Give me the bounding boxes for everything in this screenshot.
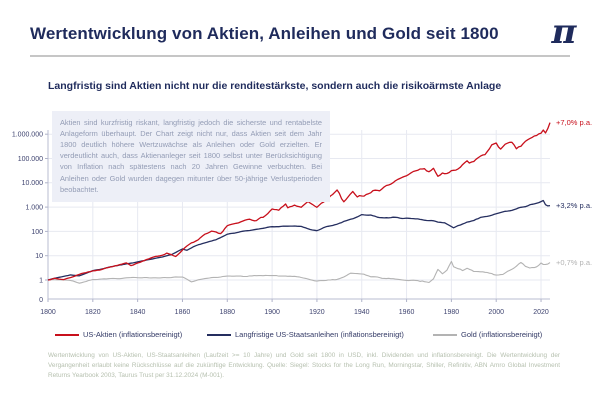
svg-text:2020: 2020 <box>533 309 549 316</box>
svg-text:1840: 1840 <box>130 309 146 316</box>
svg-text:0: 0 <box>39 297 43 304</box>
pi-logo-icon: π <box>551 12 577 52</box>
legend-item-stocks: US-Aktien (inflationsbereinigt) <box>55 330 182 339</box>
page-title: Wertentwicklung von Aktien, Anleihen und… <box>30 24 499 43</box>
legend-label-gold: Gold (inflationsbereinigt) <box>461 330 543 339</box>
svg-text:1960: 1960 <box>399 309 415 316</box>
svg-text:1940: 1940 <box>354 309 370 316</box>
bonds-line-swatch <box>207 333 231 336</box>
svg-text:1820: 1820 <box>85 309 101 316</box>
svg-text:1800: 1800 <box>40 309 56 316</box>
svg-text:1980: 1980 <box>444 309 460 316</box>
svg-text:+0,7% p.a.: +0,7% p.a. <box>556 258 592 267</box>
legend-label-stocks: US-Aktien (inflationsbereinigt) <box>83 330 183 339</box>
stocks-line-swatch <box>55 333 79 336</box>
svg-text:1860: 1860 <box>175 309 191 316</box>
svg-text:10.000: 10.000 <box>22 180 44 187</box>
svg-text:+3,2% p.a.: +3,2% p.a. <box>556 201 592 210</box>
svg-text:1880: 1880 <box>219 309 235 316</box>
svg-text:100.000: 100.000 <box>18 156 43 163</box>
gold-line-swatch <box>433 333 457 336</box>
svg-text:1.000: 1.000 <box>25 205 43 212</box>
chart-legend: US-Aktien (inflationsbereinigt) Langfris… <box>0 330 600 344</box>
legend-item-bonds: Langfristige US-Staatsanleihen (inflatio… <box>207 330 404 339</box>
svg-text:1: 1 <box>39 277 43 284</box>
svg-text:100: 100 <box>31 229 43 236</box>
chart-subtitle: Langfristig sind Aktien nicht nur die re… <box>48 80 502 92</box>
legend-item-gold: Gold (inflationsbereinigt) <box>433 330 542 339</box>
svg-text:1900: 1900 <box>264 309 280 316</box>
svg-text:10: 10 <box>35 253 43 260</box>
legend-label-bonds: Langfristige US-Staatsanleihen (inflatio… <box>235 330 404 339</box>
header-divider <box>30 55 570 57</box>
svg-text:2000: 2000 <box>488 309 504 316</box>
svg-text:1920: 1920 <box>309 309 325 316</box>
svg-text:1.000.000: 1.000.000 <box>12 132 43 139</box>
svg-text:+7,0% p.a.: +7,0% p.a. <box>556 118 592 127</box>
info-box: Aktien sind kurzfristig riskant, langfri… <box>52 111 330 202</box>
source-footnote: Wertentwicklung von US-Aktien, US-Staats… <box>48 352 560 379</box>
